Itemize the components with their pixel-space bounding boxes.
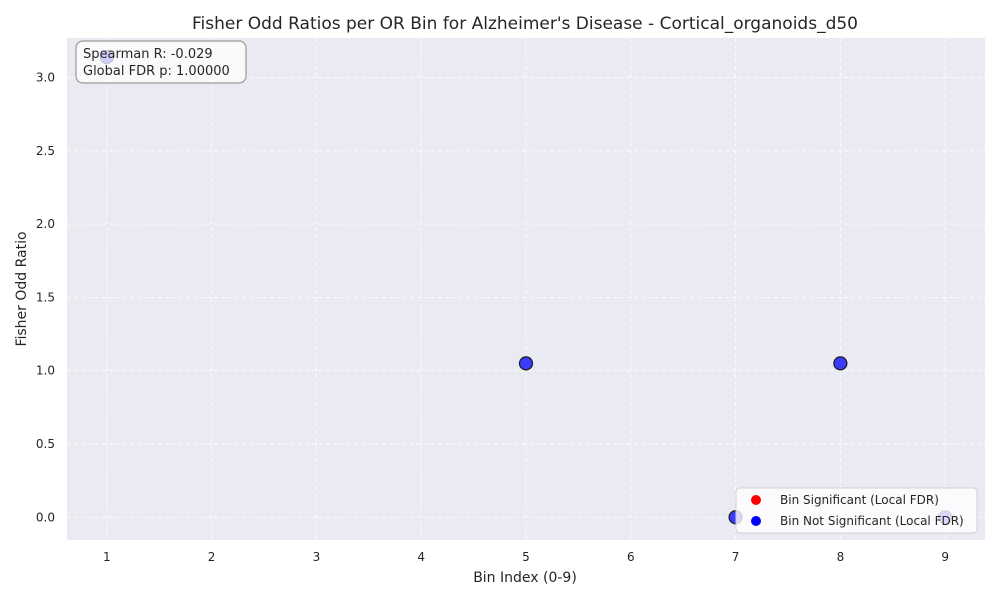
x-tick-label: 6 <box>627 550 635 564</box>
x-tick-label: 7 <box>732 550 740 564</box>
x-axis-ticks: 1 2 3 4 5 6 7 8 9 <box>103 550 949 564</box>
x-axis-label: Bin Index (0-9) <box>473 570 577 586</box>
stats-annotation: Spearman R: -0.029 Global FDR p: 1.00000 <box>75 40 247 84</box>
y-tick-label: 2.0 <box>36 217 55 231</box>
data-point <box>518 356 534 371</box>
legend-box <box>735 487 978 534</box>
x-tick-label: 4 <box>417 550 425 564</box>
x-tick-label: 3 <box>313 550 321 564</box>
x-tick-label: 2 <box>208 550 216 564</box>
y-tick-label: 0.5 <box>36 437 55 451</box>
legend-marker-significant <box>751 495 761 505</box>
legend-marker-not-significant <box>751 516 761 526</box>
y-axis-label: Fisher Odd Ratio <box>14 231 30 346</box>
data-point <box>833 356 848 371</box>
x-tick-label: 1 <box>103 550 111 564</box>
grid-lines <box>67 38 985 540</box>
plot-area <box>67 38 985 540</box>
y-tick-label: 2.5 <box>36 144 55 158</box>
legend: Bin Significant (Local FDR) Bin Not Sign… <box>735 487 978 534</box>
annotation-line-2: Global FDR p: 1.00000 <box>83 64 230 79</box>
y-tick-label: 1.5 <box>36 290 55 304</box>
x-tick-label: 8 <box>837 550 845 564</box>
x-tick-label: 9 <box>941 550 949 564</box>
x-tick-label: 5 <box>522 550 530 564</box>
chart-title: Fisher Odd Ratios per OR Bin for Alzheim… <box>192 14 858 34</box>
y-tick-label: 0.0 <box>36 510 55 524</box>
y-tick-label: 3.0 <box>36 71 55 85</box>
y-tick-label: 1.0 <box>36 364 55 378</box>
annotation-line-1: Spearman R: -0.029 <box>83 47 213 62</box>
annotation-box <box>75 40 247 84</box>
legend-label-significant: Bin Significant (Local FDR) <box>780 493 939 507</box>
y-axis-ticks: 0.0 0.5 1.0 1.5 2.0 2.5 3.0 <box>36 71 55 525</box>
legend-label-not-significant: Bin Not Significant (Local FDR) <box>780 514 964 528</box>
